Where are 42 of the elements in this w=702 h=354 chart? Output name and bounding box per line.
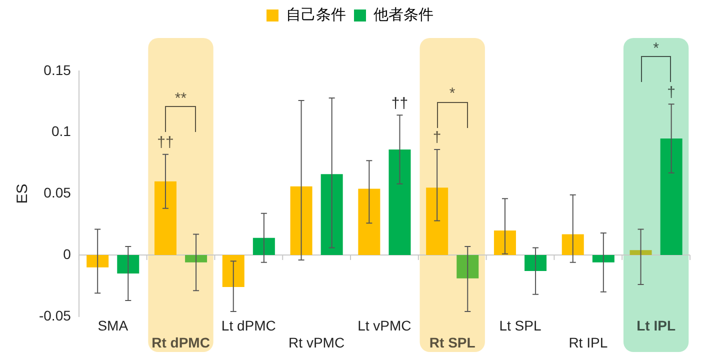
bar: [494, 230, 516, 256]
y-tick-label: 0.05: [44, 184, 72, 201]
bar: [117, 255, 140, 274]
x-tick-label: Lt vPMC: [358, 318, 412, 334]
text: *: [653, 40, 660, 57]
bar: [456, 255, 479, 278]
bar: [320, 174, 343, 256]
bar: [630, 250, 652, 256]
bar: [426, 188, 448, 256]
bar: [592, 255, 614, 262]
x-tick-label: Rt SPL: [429, 334, 476, 350]
y-tick-label: -0.05: [38, 307, 72, 324]
y-tick-label: 0: [63, 246, 72, 262]
x-tick-label: Rt vPMC: [288, 334, 345, 350]
y-tick-label: 0.15: [44, 62, 72, 78]
annotation: ††: [391, 94, 408, 112]
bar: [358, 188, 380, 256]
bar: [185, 255, 208, 262]
annotation: †: [667, 84, 676, 101]
bar: [562, 234, 584, 256]
x-tick-label: SMA: [98, 318, 129, 334]
x-tick-label: Rt dPMC: [152, 334, 210, 350]
bar: [660, 138, 682, 256]
bar: [222, 255, 244, 287]
x-tick-label: Rt IPL: [568, 334, 608, 350]
bar: [388, 150, 411, 256]
annotation: ††: [157, 134, 174, 152]
x-tick-label: Lt IPL: [636, 318, 676, 334]
bar: [86, 255, 109, 268]
x-tick-label: Lt SPL: [499, 318, 542, 334]
bar: [524, 255, 547, 271]
bar: [252, 238, 275, 256]
y-axis-title: ES: [14, 184, 32, 204]
legend-label: 他者条件: [374, 6, 434, 24]
annotation: **: [174, 90, 187, 108]
bar: [290, 186, 312, 256]
legend-label: 自己条件: [286, 6, 346, 24]
y-tick-label: 0.1: [51, 123, 72, 140]
bar: [154, 181, 176, 256]
annotation: †: [432, 129, 442, 146]
x-tick-label: Lt dPMC: [221, 318, 276, 334]
annotation: *: [449, 85, 456, 102]
